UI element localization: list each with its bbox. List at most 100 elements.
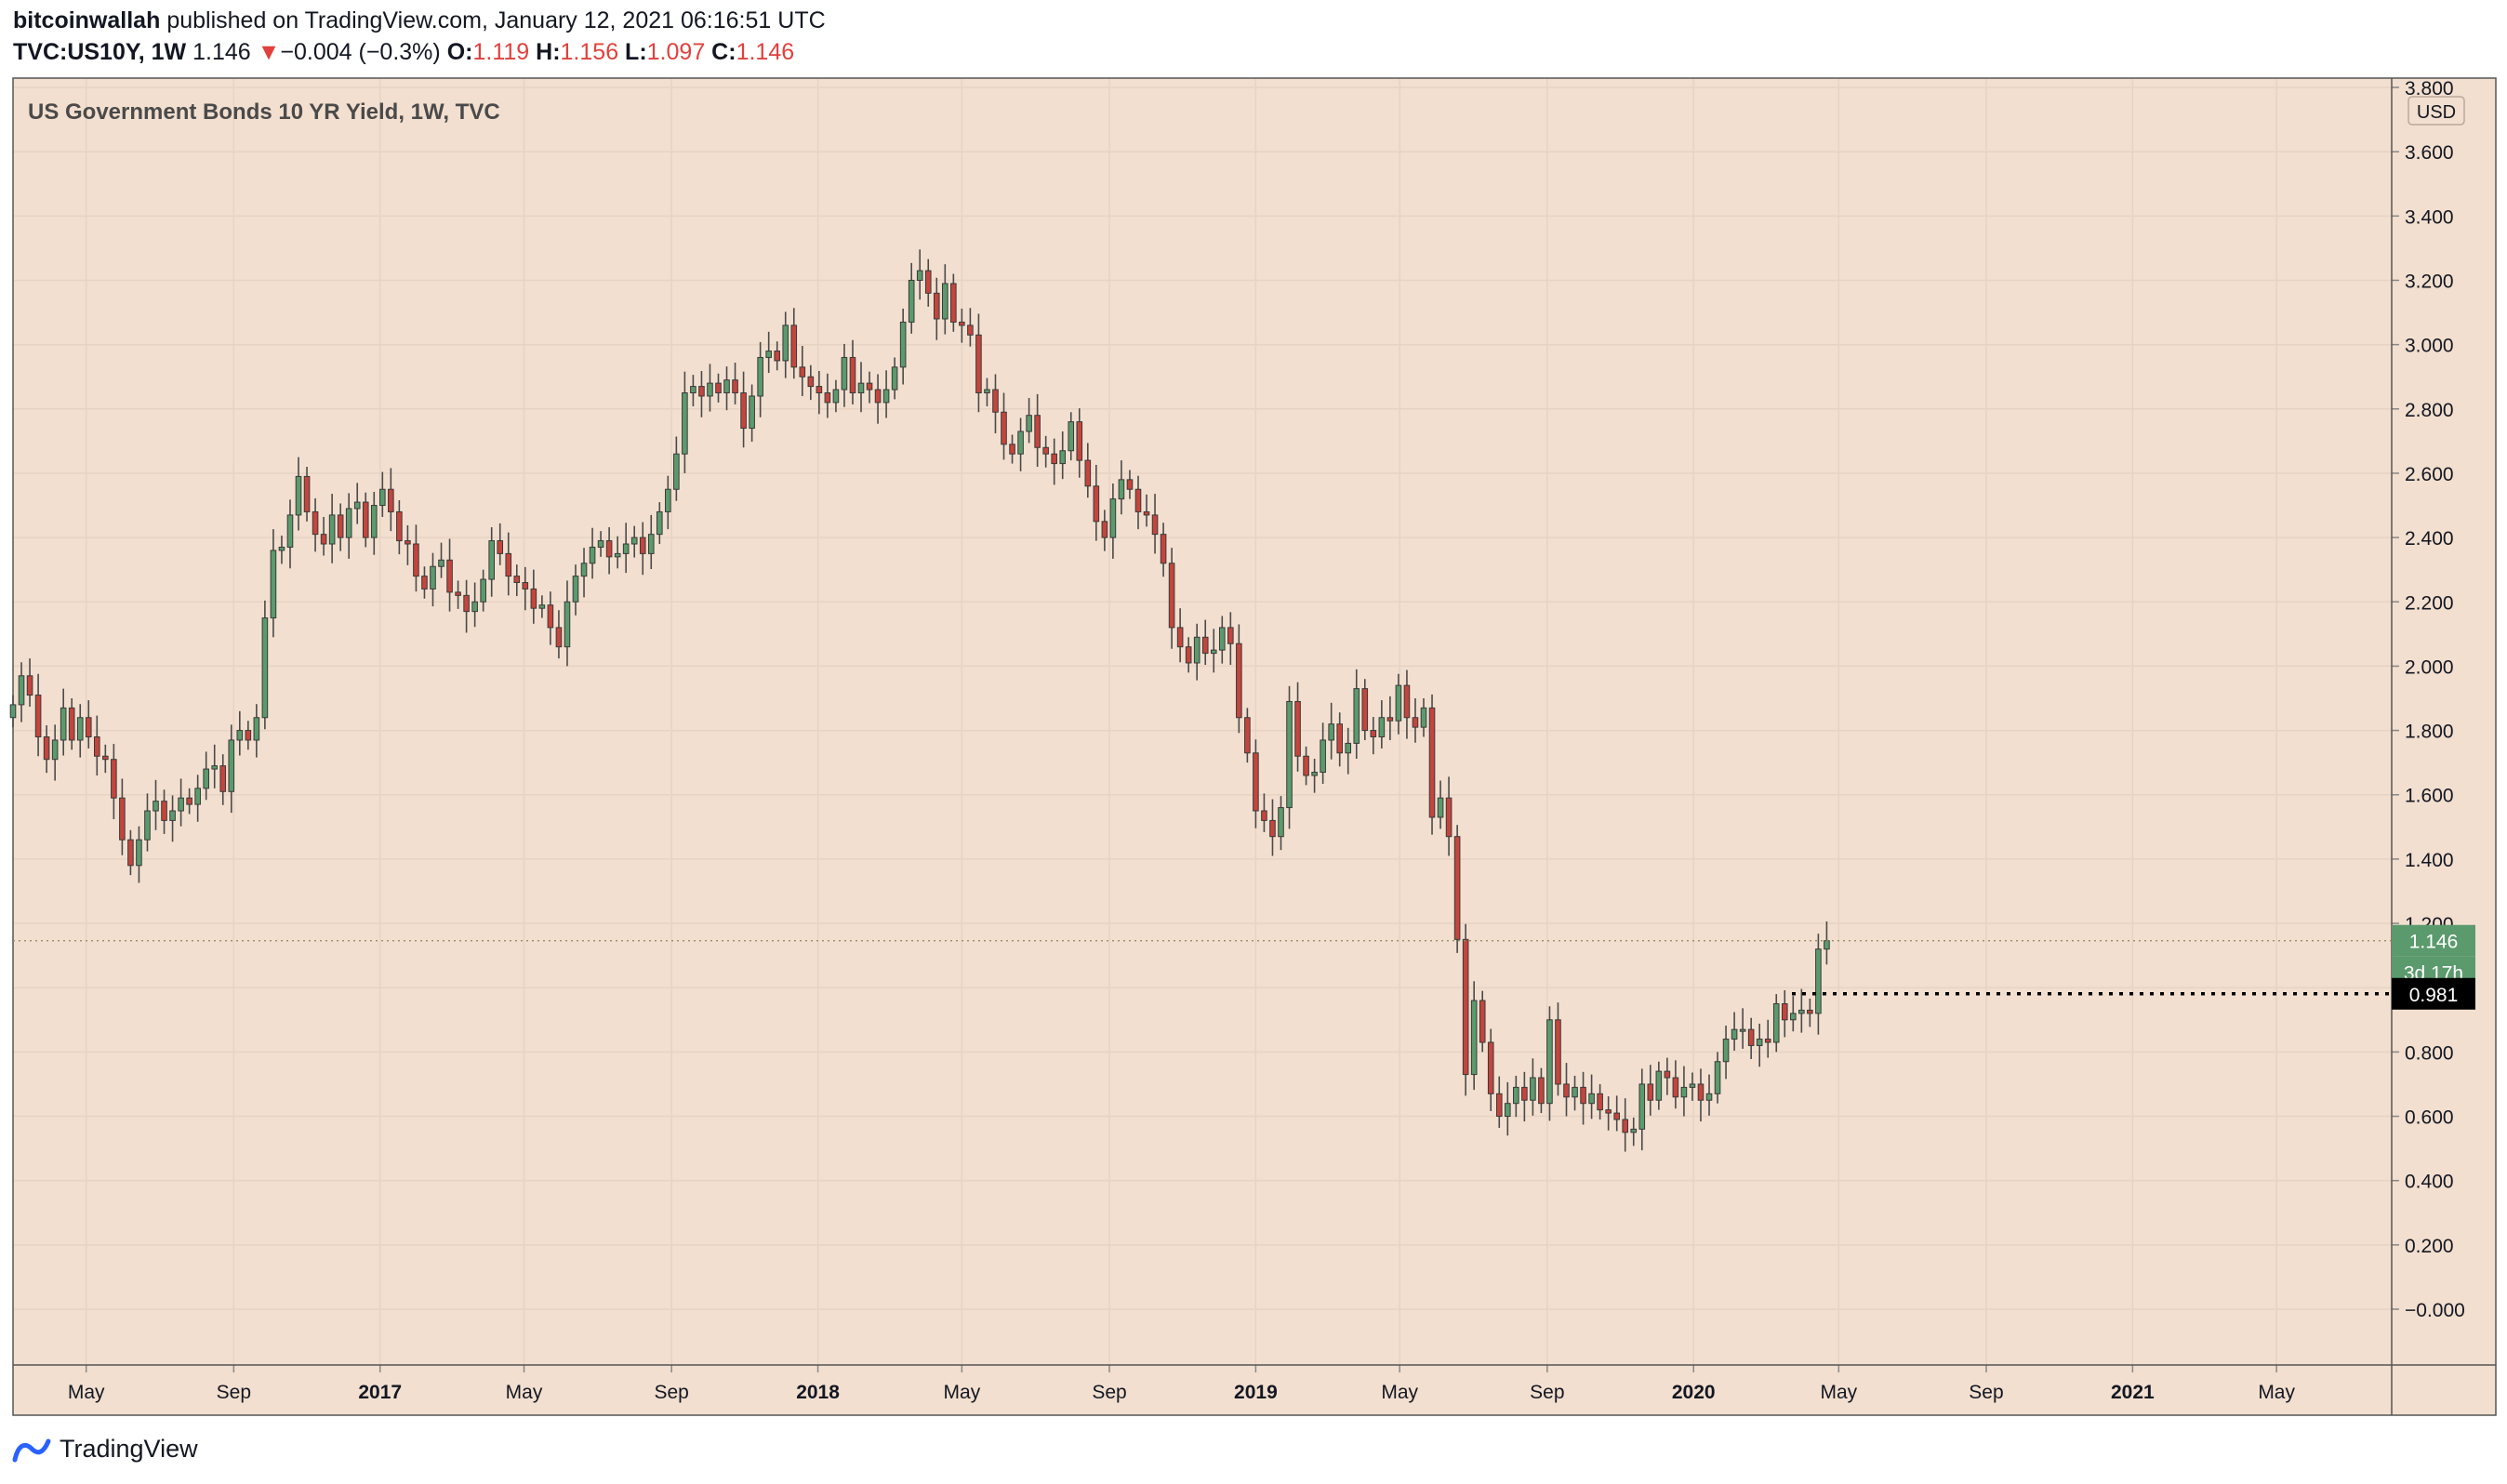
candle-body <box>1026 415 1032 432</box>
candle-body <box>1739 1028 1746 1032</box>
y-tick-label: 2.800 <box>2405 400 2454 421</box>
candle-body <box>1412 717 1419 728</box>
x-tick-label: May <box>2258 1382 2295 1403</box>
candle-body <box>765 351 772 358</box>
candle-body <box>211 765 219 770</box>
candle-body <box>1093 485 1100 523</box>
candle-body <box>673 453 680 490</box>
candle-body <box>757 356 763 397</box>
candle-body <box>18 675 25 706</box>
candle-body <box>849 356 856 394</box>
candle-body <box>1530 1077 1536 1101</box>
candle-body <box>1261 810 1267 821</box>
candle-body <box>942 283 948 320</box>
x-tick-label: Sep <box>655 1382 689 1403</box>
x-tick-label: 2020 <box>1672 1382 1716 1403</box>
candle-body <box>1353 688 1360 744</box>
candle-body <box>430 565 436 590</box>
open-value: 1.119 <box>472 39 530 65</box>
candle-body <box>1001 411 1007 445</box>
candle-body <box>1420 707 1427 728</box>
candle-body <box>1403 684 1411 719</box>
close-label: C: <box>711 39 736 65</box>
candle-body <box>1731 1028 1738 1040</box>
tradingview-logo-icon <box>12 1438 51 1462</box>
x-tick-label: 2018 <box>796 1382 840 1403</box>
price-chart[interactable]: 3.800 3.600 3.400 3.200 3.000 2.800 2.600 2.400… <box>0 0 2507 1432</box>
candle-body <box>9 704 17 719</box>
candle-body <box>647 534 655 554</box>
candle-body <box>93 735 100 757</box>
candle-body <box>1151 514 1159 536</box>
candle-body <box>580 563 588 577</box>
candle-body <box>1109 498 1117 538</box>
low-value: 1.097 <box>646 39 706 65</box>
candle-body <box>1487 1041 1494 1094</box>
candle-body <box>630 537 638 545</box>
candle-body <box>463 594 470 613</box>
candle-body <box>60 707 67 741</box>
last-price-badge <box>2392 924 2475 957</box>
candle-body <box>1798 1009 1805 1014</box>
candle-body <box>959 321 965 326</box>
y-tick-label: 2.000 <box>2405 656 2454 678</box>
candle-body <box>228 739 235 792</box>
high-value: 1.156 <box>560 39 619 65</box>
candle-body <box>270 550 277 619</box>
candle-body <box>547 604 554 629</box>
candle-body <box>203 768 209 789</box>
candle-body <box>102 755 109 761</box>
y-tick-label: 2.200 <box>2405 592 2454 614</box>
candle-body <box>1747 1028 1755 1046</box>
candle-body <box>253 717 260 741</box>
candle-body <box>1009 444 1015 455</box>
candle-body <box>891 366 898 391</box>
candle-body <box>1462 938 1469 1076</box>
candle-body <box>1504 1103 1511 1118</box>
x-tick-label: 2021 <box>2111 1382 2155 1403</box>
candle-body <box>438 559 444 567</box>
y-tick-label: 2.600 <box>2405 464 2454 485</box>
candle-body <box>682 392 688 455</box>
y-tick-label: 3.400 <box>2405 206 2454 228</box>
candle-body <box>446 559 453 593</box>
candle-body <box>1244 717 1251 754</box>
candle-body <box>774 351 781 362</box>
candle-body <box>85 717 92 737</box>
candle-body <box>1622 1119 1629 1133</box>
y-tick-label: 1.600 <box>2405 786 2454 807</box>
candle-body <box>488 540 495 580</box>
y-tick-label: 2.400 <box>2405 528 2454 550</box>
candle-body <box>370 505 378 538</box>
candle-body <box>178 797 184 812</box>
candle-body <box>1437 797 1444 818</box>
candle-body <box>1253 752 1259 812</box>
tradingview-branding[interactable]: TradingView <box>11 1435 198 1464</box>
candle-body <box>388 488 394 512</box>
candle-body <box>127 839 134 867</box>
author-name[interactable]: bitcoinwallah <box>13 7 161 33</box>
candle-body <box>690 386 696 393</box>
candle-body <box>353 501 361 510</box>
candle-body <box>161 801 167 821</box>
candle-body <box>707 382 713 397</box>
candle-body <box>1672 1077 1679 1098</box>
candle-body <box>1378 717 1386 737</box>
candle-body <box>405 540 411 545</box>
candle-body <box>455 591 461 596</box>
candle-body <box>723 379 730 394</box>
y-tick-label: 0.400 <box>2405 1172 2454 1193</box>
candle-body <box>1479 1000 1486 1043</box>
candle-body <box>538 604 546 609</box>
candle-body <box>665 488 671 512</box>
candle-body <box>1470 1000 1478 1076</box>
candle-body <box>992 389 999 413</box>
candle-body <box>1118 479 1125 500</box>
candle-body <box>1605 1109 1612 1114</box>
candle-body <box>1286 700 1293 809</box>
candle-body <box>1513 1086 1519 1105</box>
y-tick-label: 3.600 <box>2405 142 2454 164</box>
candle-body <box>169 810 176 821</box>
candle-body <box>1597 1093 1603 1111</box>
y-tick-label: 3.200 <box>2405 271 2454 292</box>
